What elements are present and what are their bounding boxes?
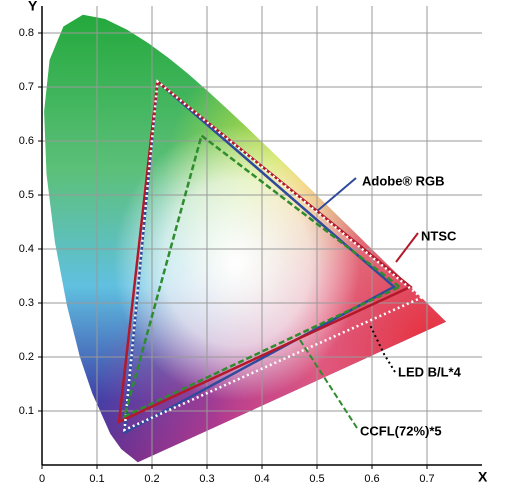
- legend-label: Adobe® RGB: [362, 173, 445, 188]
- x-tick-label: 0.2: [144, 473, 159, 485]
- legend-label: LED B/L*4: [398, 364, 462, 379]
- y-tick-label: 0.1: [19, 405, 34, 417]
- x-axis-label: X: [478, 469, 488, 485]
- y-tick-label: 0.4: [19, 243, 34, 255]
- x-tick-label: 0.5: [309, 473, 324, 485]
- legend-label: CCFL(72%)*5: [360, 423, 442, 438]
- x-tick-label: 0: [39, 473, 45, 485]
- spectral-locus: [44, 14, 447, 463]
- leader-line: [315, 177, 357, 213]
- x-tick-label: 0.4: [254, 473, 269, 485]
- y-tick-label: 0.8: [19, 27, 34, 39]
- y-tick-label: 0.5: [19, 189, 34, 201]
- x-tick-label: 0.6: [364, 473, 379, 485]
- gamut-triangle: [123, 79, 397, 435]
- gamut-triangle: [117, 79, 413, 424]
- x-tick-label: 0.7: [419, 473, 434, 485]
- x-tick-label: 0.1: [89, 473, 104, 485]
- y-tick-label: 0.7: [19, 81, 34, 93]
- y-tick-label: 0.3: [19, 297, 34, 309]
- legend-label: NTSC: [421, 228, 457, 243]
- gamut-triangle: [123, 79, 424, 432]
- x-tick-label: 0.3: [199, 473, 214, 485]
- leader-line: [369, 324, 396, 373]
- leader-line: [395, 232, 419, 263]
- y-tick-label: 0.6: [19, 135, 34, 147]
- y-tick-label: 0.2: [19, 351, 34, 363]
- y-axis-label: Y: [28, 0, 38, 14]
